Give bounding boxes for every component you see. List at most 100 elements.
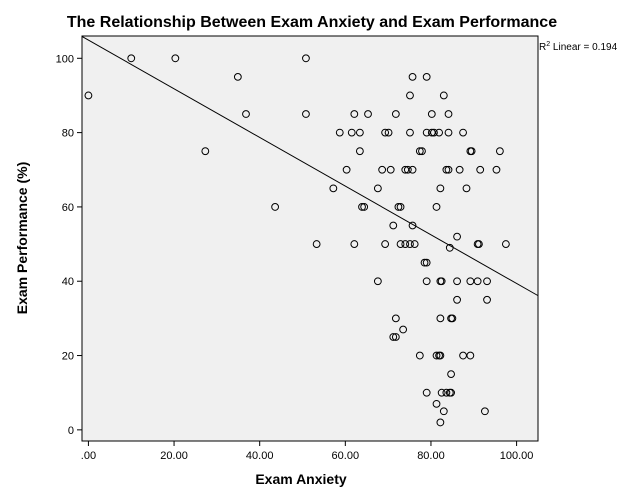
data-point <box>462 184 471 193</box>
data-point <box>302 110 310 118</box>
data-point <box>401 240 410 248</box>
data-point <box>459 128 467 137</box>
linear-fit-line <box>81 36 539 297</box>
data-point <box>435 128 443 137</box>
data-point <box>437 277 446 286</box>
data-point <box>415 147 424 156</box>
data-point <box>432 351 441 360</box>
r-squared-superscript: 2 <box>546 41 550 48</box>
data-point <box>408 72 417 81</box>
data-point <box>483 277 491 286</box>
plot-area <box>81 35 539 442</box>
data-point <box>430 128 438 137</box>
y-axis-label: Exam Performance (%) <box>14 162 30 315</box>
r-squared-text: Linear = 0.194 <box>550 42 617 53</box>
y-tick-label: 0 <box>68 425 74 437</box>
data-point <box>271 203 280 211</box>
data-point <box>439 91 448 100</box>
data-point <box>384 128 393 137</box>
data-point <box>302 54 310 63</box>
data-point <box>444 165 453 174</box>
data-point <box>386 165 395 174</box>
data-point <box>427 110 436 118</box>
data-point <box>391 314 400 323</box>
r-squared-prefix: R <box>539 42 546 53</box>
x-tick-label: 100.00 <box>500 450 534 462</box>
data-point <box>350 110 359 118</box>
data-point <box>403 165 412 174</box>
y-tick-label: 40 <box>62 276 74 288</box>
data-point <box>233 72 242 81</box>
data-point <box>335 128 344 137</box>
data-point <box>420 258 429 267</box>
data-point <box>436 184 445 193</box>
data-point <box>84 91 93 100</box>
y-tick-label: 60 <box>62 202 74 214</box>
data-point <box>418 147 426 156</box>
data-point <box>501 240 510 248</box>
data-point <box>467 147 476 156</box>
x-axis-label: Exam Anxiety <box>255 471 347 487</box>
data-point <box>453 232 461 241</box>
data-point <box>495 147 504 156</box>
data-point <box>358 203 366 211</box>
y-tick-label: 100 <box>56 53 74 65</box>
data-point <box>473 277 482 286</box>
data-point <box>483 295 491 304</box>
data-point <box>422 388 431 397</box>
data-point <box>406 91 414 100</box>
data-point <box>381 240 390 248</box>
data-point <box>444 128 453 137</box>
data-point <box>394 203 403 211</box>
data-point <box>481 407 489 416</box>
axis-ticks: .00 20.00 40.00 60.00 80.00 100.00 0 20 40 60 80 10… <box>56 53 534 462</box>
data-point <box>242 110 250 118</box>
data-point <box>410 240 419 248</box>
data-point <box>453 277 461 286</box>
data-point <box>415 351 424 360</box>
x-tick-label: .00 <box>81 450 96 462</box>
x-tick-label: 80.00 <box>417 450 445 462</box>
data-point <box>422 258 431 267</box>
data-point <box>475 240 483 248</box>
data-point <box>342 165 351 174</box>
data-point <box>453 295 461 304</box>
data-point <box>127 54 136 63</box>
data-point <box>171 54 180 63</box>
data-point <box>389 221 398 230</box>
data-point <box>455 165 464 174</box>
data-point <box>408 165 417 174</box>
data-point <box>373 277 382 286</box>
r-squared-annotation: R2 Linear = 0.194 <box>539 41 618 53</box>
data-point <box>364 110 372 118</box>
x-tick-label: 60.00 <box>332 450 360 462</box>
data-point <box>439 407 448 416</box>
data-point <box>437 388 446 397</box>
data-point <box>396 240 405 248</box>
data-point <box>399 325 408 334</box>
data-point <box>492 165 501 174</box>
y-tick-label: 80 <box>62 128 74 140</box>
data-point <box>444 110 453 118</box>
data-point <box>373 184 382 193</box>
data-point <box>329 184 338 193</box>
data-point <box>432 203 441 211</box>
data-point <box>476 165 485 174</box>
data-point <box>466 351 475 360</box>
y-tick-label: 20 <box>62 351 74 363</box>
data-point <box>432 399 441 408</box>
data-point <box>355 147 364 156</box>
x-tick-label: 40.00 <box>246 450 274 462</box>
data-point <box>312 240 321 248</box>
data-point <box>436 351 445 360</box>
data-point <box>391 110 400 118</box>
data-point <box>350 240 359 248</box>
data-point <box>391 333 400 341</box>
data-point <box>381 128 390 137</box>
data-point <box>201 147 210 156</box>
data-point <box>447 370 455 379</box>
data-point <box>442 165 451 174</box>
data-points <box>84 54 510 427</box>
data-point <box>442 388 451 397</box>
